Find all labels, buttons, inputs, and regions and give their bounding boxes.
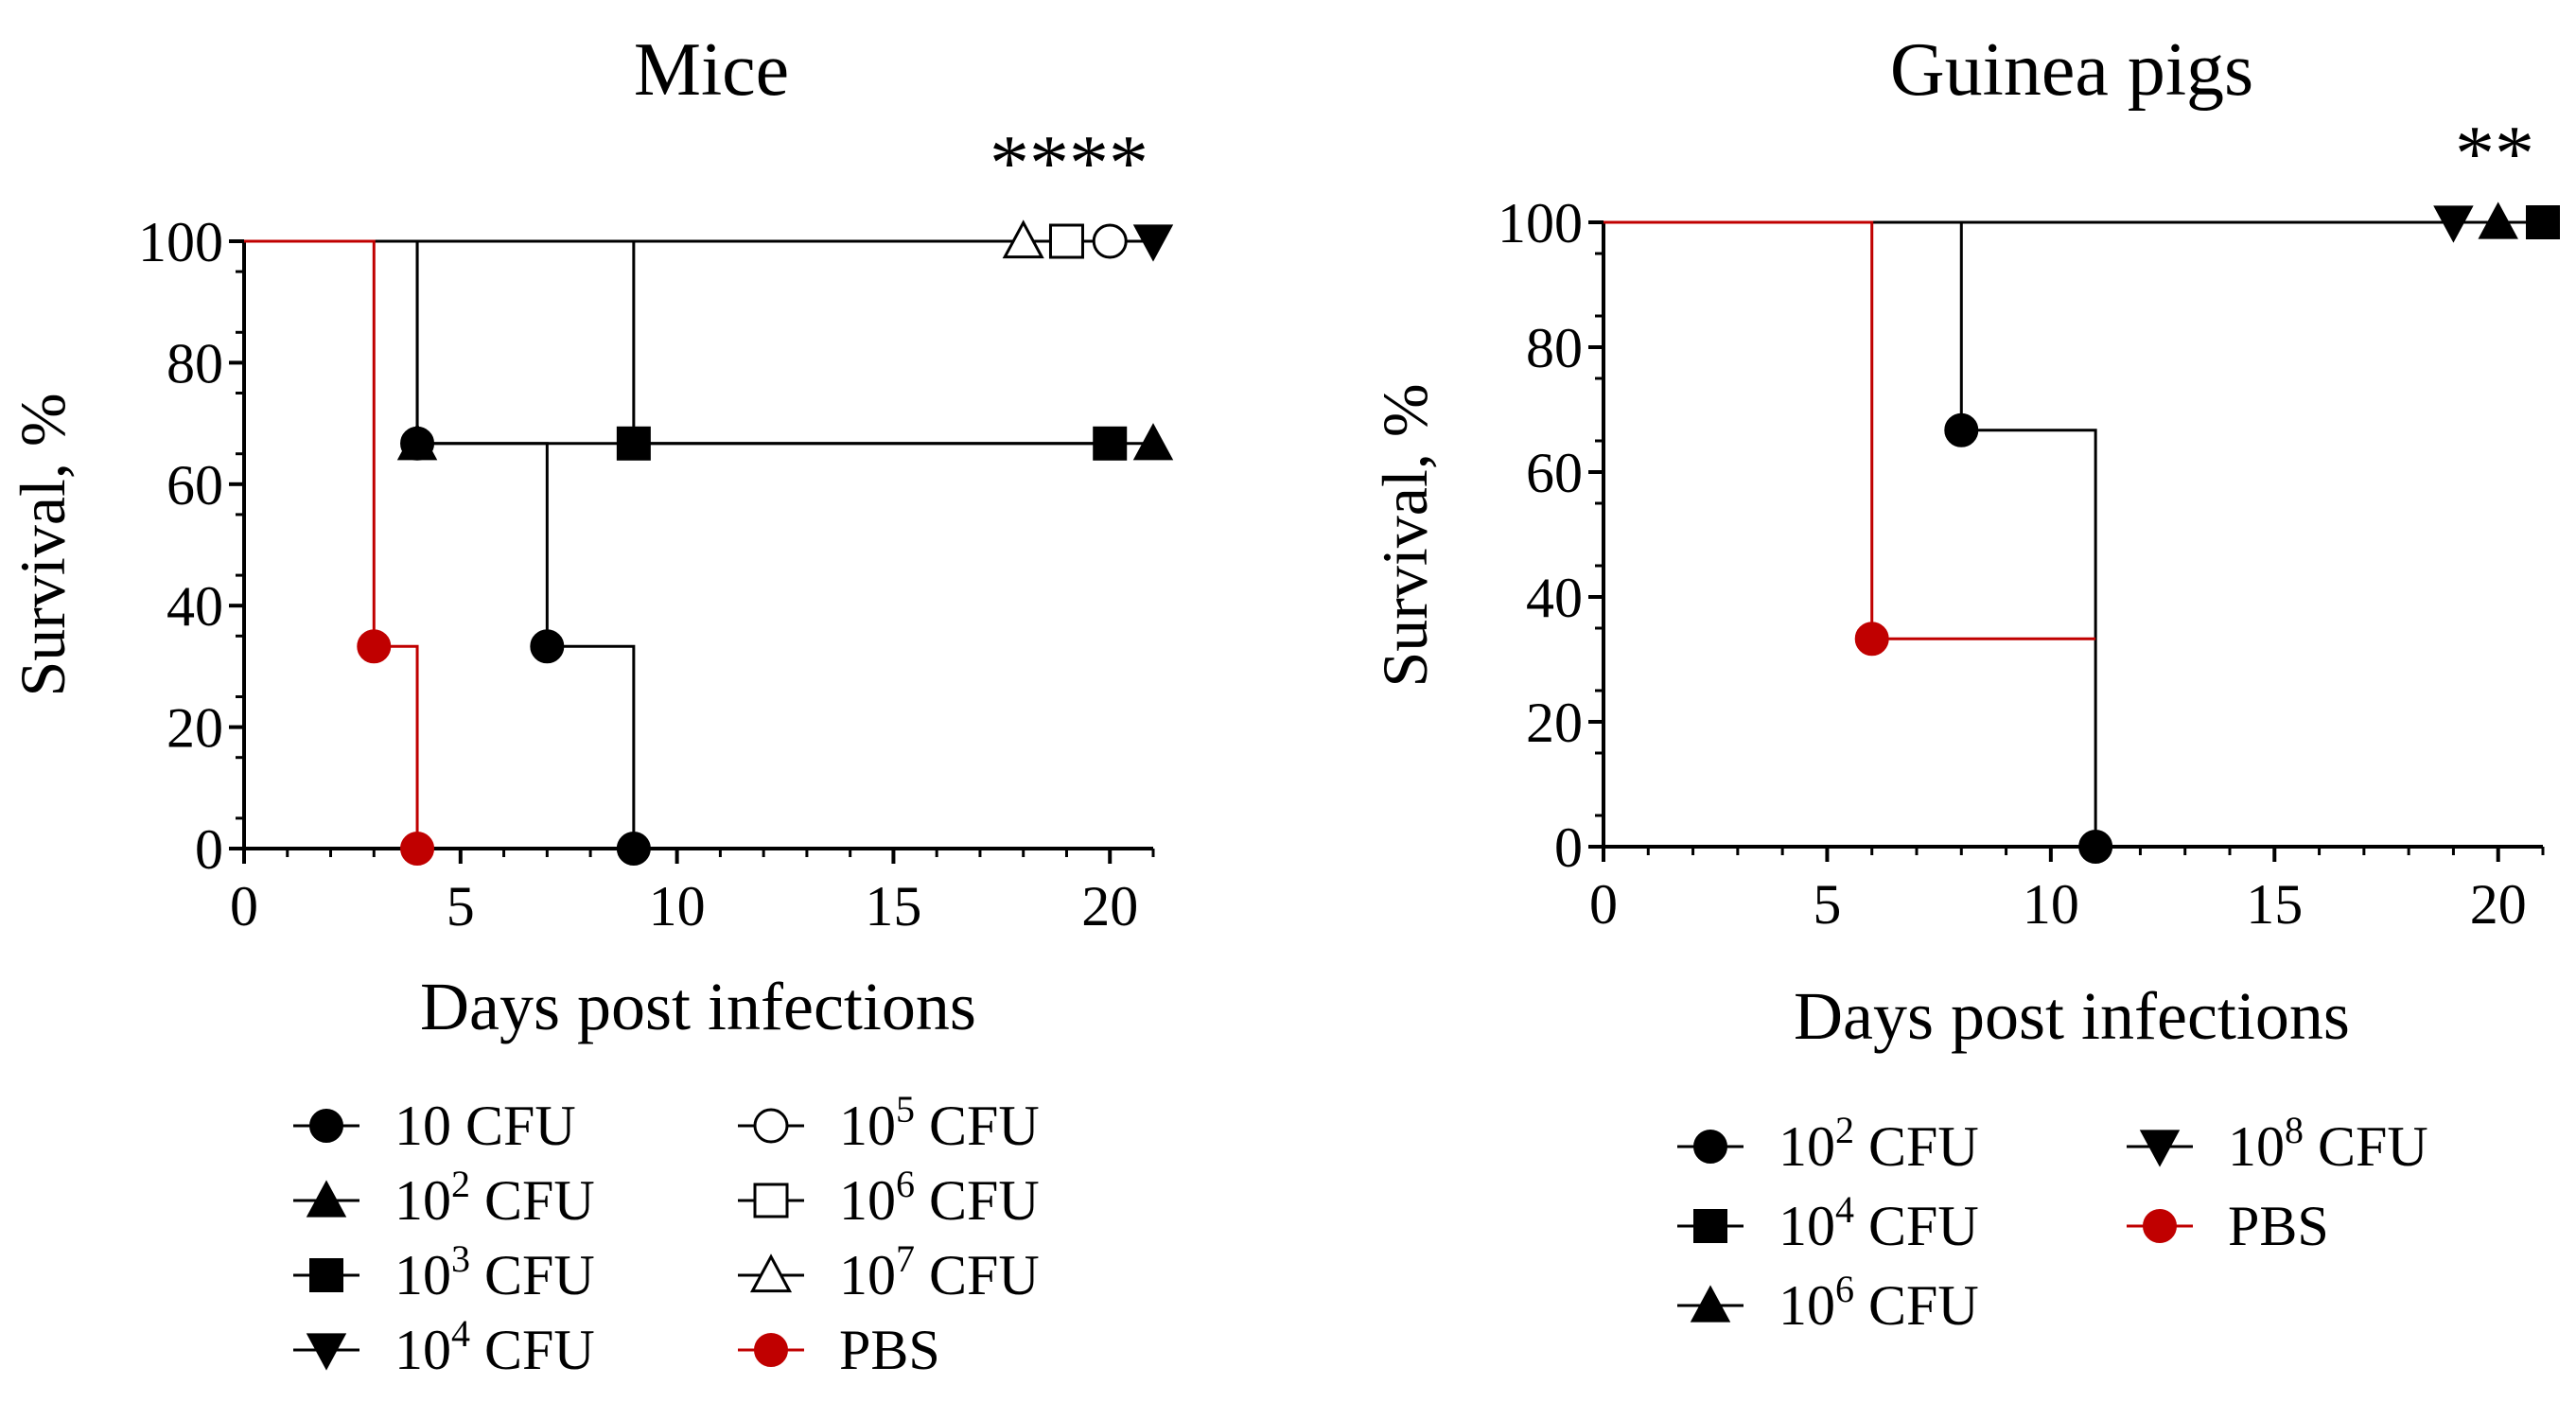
data-point-10e4-cfu: [2526, 205, 2560, 239]
x-tick-label: 15: [2246, 873, 2303, 936]
chart-title: Guinea pigs: [1890, 28, 2253, 112]
legend-marker: [749, 1253, 793, 1293]
data-point-10e5-cfu: [1092, 223, 1128, 259]
x-tick-label: 5: [447, 875, 475, 938]
legend-label: 106 CFU: [839, 1163, 1040, 1232]
legend-item: 107 CFU: [738, 1237, 1040, 1306]
legend-item: 102 CFU: [293, 1163, 595, 1232]
x-tick-label: 20: [1081, 875, 1138, 938]
legend-item: PBS: [738, 1319, 940, 1381]
legend-label: 105 CFU: [839, 1088, 1040, 1157]
legend-label: 10 CFU: [394, 1095, 576, 1157]
data-point-pbs: [357, 629, 392, 664]
data-point-10e6-cfu: [2478, 202, 2518, 239]
significance-stars: **: [2455, 110, 2534, 198]
y-axis-label: Survival, %: [7, 393, 79, 696]
y-tick-label: 0: [195, 818, 223, 881]
y-tick-label: 0: [1554, 816, 1583, 879]
data-point-10e3-cfu: [1093, 426, 1128, 461]
data-point-10e2-cfu: [396, 423, 438, 461]
y-tick-label: 100: [1498, 192, 1583, 254]
y-tick-label: 100: [138, 211, 223, 273]
data-point-10e2-cfu: [2078, 830, 2113, 864]
data-point-10e2-cfu: [1944, 412, 1979, 447]
survival-line-10e2-cfu: [1603, 220, 2097, 847]
legend-label: PBS: [2228, 1195, 2329, 1257]
legend-label: 102 CFU: [394, 1163, 595, 1232]
legend-marker: [1693, 1209, 1727, 1243]
legend-item: PBS: [2127, 1195, 2329, 1257]
legend-item: 108 CFU: [2127, 1109, 2428, 1178]
legend-marker: [306, 1333, 347, 1371]
data-point-pbs: [400, 832, 435, 866]
legend-marker: [754, 1333, 788, 1367]
survival-line-pbs: [1603, 220, 2096, 640]
data-point-10e4-cfu: [1132, 224, 1174, 262]
data-point-10e2-cfu: [1132, 423, 1174, 461]
legend-marker: [753, 1108, 789, 1144]
y-tick-label: 40: [1526, 567, 1583, 629]
x-tick-label: 15: [865, 875, 921, 938]
data-point-10-cfu: [616, 832, 651, 866]
data-point-10e7-cfu: [1002, 219, 1044, 259]
legend-item: 105 CFU: [738, 1088, 1040, 1157]
legend-marker: [1693, 1130, 1727, 1164]
legend-marker: [309, 1258, 343, 1292]
y-tick-label: 40: [166, 575, 223, 638]
x-tick-label: 10: [2023, 873, 2079, 936]
x-axis-label: Days post infections: [1794, 978, 2350, 1054]
data-point-10-cfu: [530, 629, 565, 664]
x-axis-label: Days post infections: [420, 969, 976, 1044]
legend-label: 104 CFU: [1779, 1188, 1979, 1257]
legend-marker: [309, 1109, 343, 1143]
y-tick-label: 20: [166, 697, 223, 760]
data-point-10e3-cfu: [616, 426, 651, 461]
legend-item: 103 CFU: [293, 1237, 595, 1306]
legend-item: 104 CFU: [1677, 1188, 1979, 1257]
legend-marker: [2139, 1130, 2181, 1167]
legend-marker: [2143, 1209, 2177, 1243]
survival-line-pbs: [244, 239, 419, 849]
legend-label: 103 CFU: [394, 1237, 595, 1306]
significance-stars: ****: [990, 119, 1148, 207]
legend-marker: [753, 1183, 789, 1218]
x-tick-label: 0: [230, 875, 258, 938]
chart-title: Mice: [634, 28, 789, 112]
data-point-10e8-cfu: [2433, 205, 2474, 243]
legend-item: 106 CFU: [738, 1163, 1040, 1232]
legend-label: PBS: [839, 1319, 940, 1381]
legend: 102 CFU 104 CFU 106 CFU 108 CFU PBS: [1677, 1109, 2428, 1337]
data-point-pbs: [1854, 622, 1889, 657]
legend-item: 104 CFU: [293, 1312, 595, 1381]
legend-item: 10 CFU: [293, 1095, 576, 1157]
legend-label: 102 CFU: [1779, 1109, 1979, 1178]
y-tick-label: 80: [166, 332, 223, 394]
guinea-pigs-survival-panel: Guinea pigs 0 20 40 60 80 100 Survival, % 0 5 10 15…: [1369, 28, 2560, 1337]
x-tick-label: 0: [1589, 873, 1618, 936]
legend-label: 104 CFU: [394, 1312, 595, 1381]
legend-label: 108 CFU: [2228, 1109, 2428, 1178]
y-tick-label: 80: [1526, 317, 1583, 379]
legend-item: 102 CFU: [1677, 1109, 1979, 1178]
x-tick-label: 20: [2470, 873, 2527, 936]
survival-line-10-cfu: [244, 239, 636, 849]
legend-item: 106 CFU: [1677, 1268, 1979, 1337]
legend-marker: [1690, 1285, 1731, 1323]
x-tick-label: 10: [649, 875, 706, 938]
legend-label: 106 CFU: [1779, 1268, 1979, 1337]
y-tick-label: 60: [166, 454, 223, 517]
legend-marker: [306, 1180, 347, 1218]
survival-line-10e2-cfu: [244, 239, 1153, 446]
data-point-10e6-cfu: [1048, 223, 1084, 259]
y-tick-label: 60: [1526, 442, 1583, 504]
y-tick-label: 20: [1526, 692, 1583, 754]
legend-label: 107 CFU: [839, 1237, 1040, 1306]
y-axis-label: Survival, %: [1369, 383, 1441, 687]
x-tick-label: 5: [1813, 873, 1841, 936]
mice-survival-panel: Mice 0 20 40 60 80 100 Survival, % 0 5 10 15 20 Days …: [7, 28, 1174, 1381]
